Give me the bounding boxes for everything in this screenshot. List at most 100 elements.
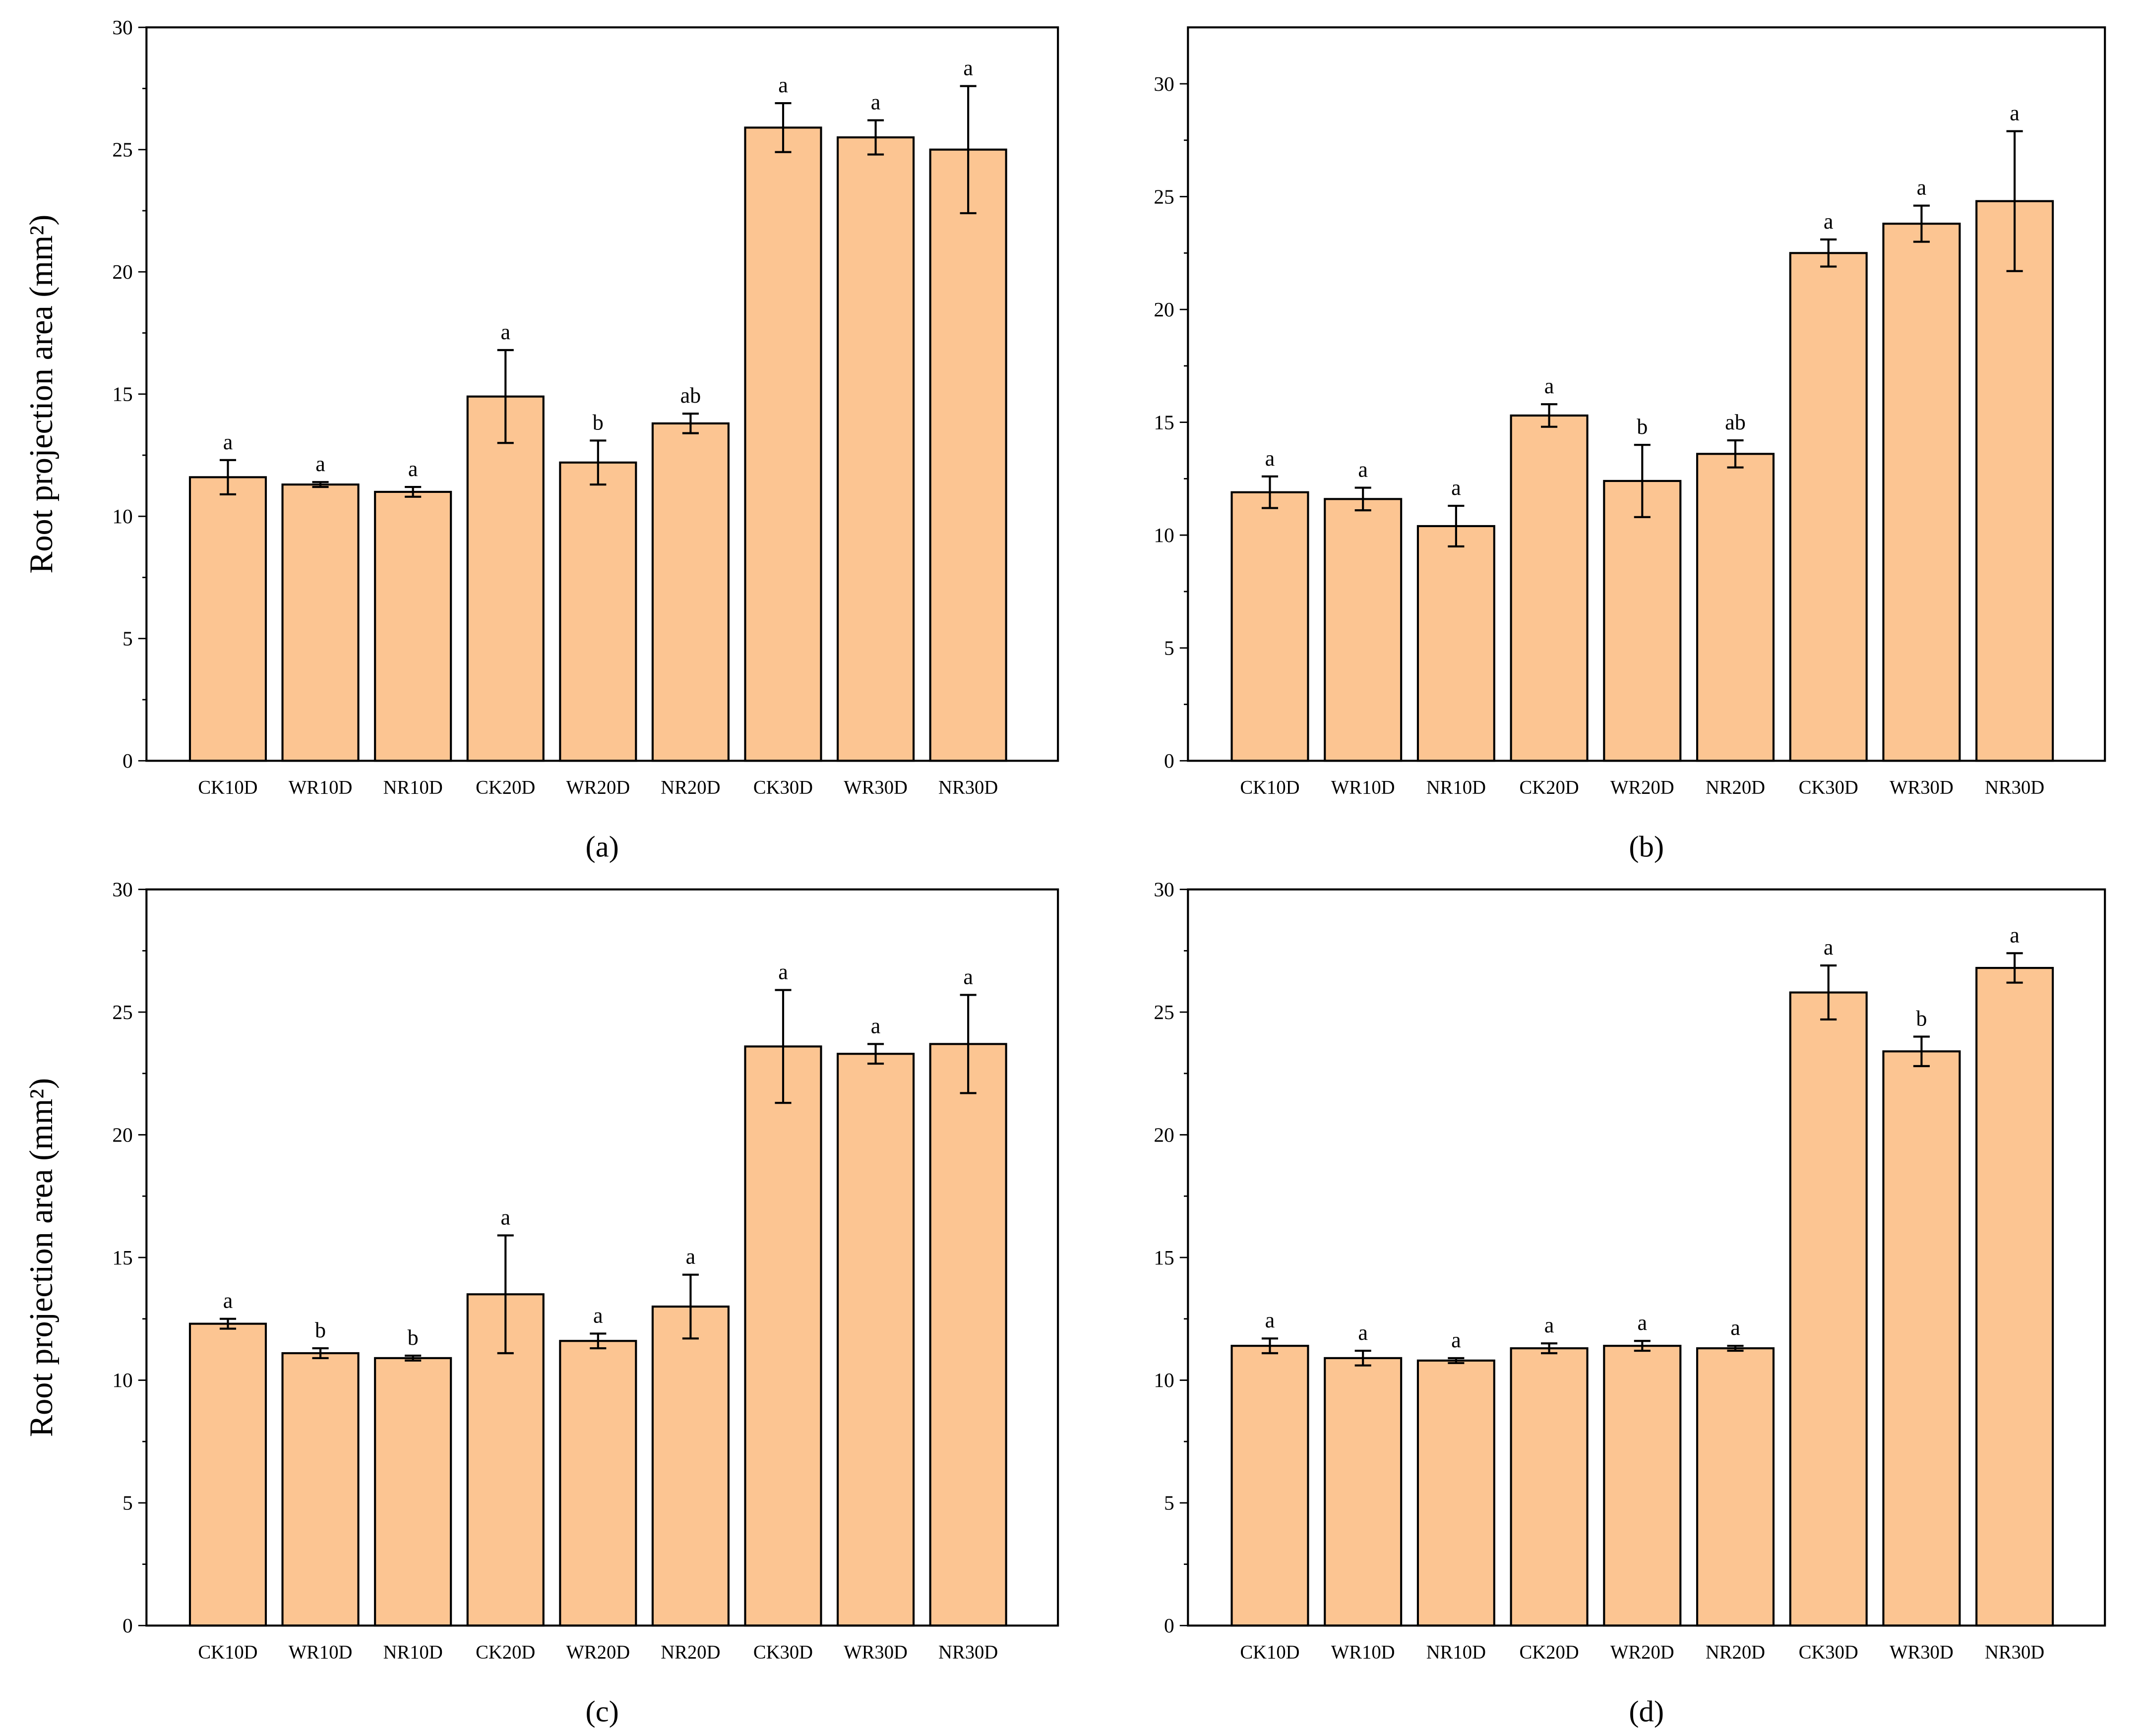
x-tick-label: NR30D [938, 1642, 998, 1663]
significance-letter: a [963, 56, 973, 80]
significance-letter: a [963, 964, 973, 989]
y-tick-label: 20 [1154, 1123, 1174, 1146]
plot-frame [145, 26, 1059, 762]
y-tick-label: 5 [1164, 1492, 1174, 1514]
bar [188, 476, 267, 762]
x-tick-label: CK30D [753, 1642, 813, 1663]
bar [281, 483, 360, 762]
bar [1230, 491, 1309, 762]
bar [837, 1053, 915, 1627]
panel-caption: (a) [586, 830, 619, 863]
bar [1416, 525, 1495, 762]
y-tick-label: 30 [1154, 72, 1174, 95]
y-tick-label: 15 [1154, 411, 1174, 433]
significance-letter: a [315, 452, 325, 476]
x-tick-label: WR10D [1331, 778, 1395, 798]
bar [744, 126, 822, 762]
bar [1324, 1357, 1403, 1627]
x-tick-label: NR20D [1706, 778, 1765, 798]
x-tick-label: NR20D [661, 778, 720, 798]
y-axis-label: Root projection area (mm²) [23, 215, 60, 574]
bar [1975, 966, 2054, 1627]
significance-letter: a [1637, 1311, 1647, 1335]
bar [1882, 223, 1961, 762]
bar [1230, 1345, 1309, 1627]
significance-letter: a [778, 960, 788, 984]
significance-letter: a [1358, 1320, 1368, 1345]
bar [281, 1352, 360, 1627]
x-tick-label: CK20D [476, 1642, 535, 1663]
bar [1416, 1359, 1495, 1627]
x-tick-label: WR20D [1610, 1642, 1674, 1663]
significance-letter: a [1730, 1316, 1740, 1340]
y-axis-label: Root projection area (mm²) [23, 1078, 60, 1437]
significance-letter: b [408, 1325, 419, 1350]
bar [1696, 453, 1775, 762]
y-tick-label: 25 [1154, 1001, 1174, 1023]
significance-letter: a [1451, 476, 1461, 500]
bar [929, 148, 1007, 762]
significance-letter: a [871, 1014, 881, 1038]
y-tick-label: 30 [1154, 878, 1174, 900]
significance-letter: a [1358, 458, 1368, 482]
panel-caption: (d) [1629, 1695, 1664, 1728]
significance-letter: a [223, 1289, 233, 1313]
x-tick-label: NR30D [1985, 778, 2044, 798]
significance-letter: a [500, 320, 510, 344]
y-tick-label: 0 [1164, 1614, 1174, 1637]
x-tick-label: CK10D [1240, 778, 1299, 798]
x-tick-label: CK30D [1799, 778, 1858, 798]
bar [1789, 991, 1868, 1627]
y-tick-label: 20 [112, 1123, 132, 1146]
significance-letter: a [2010, 923, 2020, 947]
bar [1882, 1050, 1961, 1627]
significance-letter: a [1824, 935, 1834, 959]
x-tick-label: NR10D [383, 1642, 443, 1663]
x-tick-label: CK20D [476, 778, 535, 798]
panel-caption: (c) [586, 1695, 619, 1728]
bar [466, 395, 545, 762]
significance-letter: a [1544, 1313, 1554, 1337]
bar [374, 1357, 452, 1627]
bar [1510, 414, 1589, 762]
bar [1324, 498, 1403, 762]
x-tick-label: NR20D [661, 1642, 720, 1663]
bar [1975, 200, 2054, 762]
x-tick-label: CK30D [1799, 1642, 1858, 1663]
significance-letter: a [408, 457, 418, 481]
y-tick-label: 25 [1154, 185, 1174, 208]
y-tick-label: 0 [123, 749, 133, 772]
bar [559, 1340, 637, 1627]
bar [651, 1305, 730, 1627]
x-tick-label: WR30D [1890, 778, 1954, 798]
significance-letter: a [593, 1303, 603, 1327]
significance-letter: a [871, 90, 881, 114]
x-tick-label: WR10D [1331, 1642, 1395, 1663]
bar [929, 1043, 1007, 1627]
y-tick-label: 10 [112, 1369, 132, 1391]
x-tick-label: NR10D [1426, 1642, 1486, 1663]
significance-letter: b [593, 410, 604, 434]
y-tick-label: 10 [1154, 524, 1174, 546]
x-tick-label: CK10D [198, 778, 257, 798]
significance-letter: a [500, 1205, 510, 1229]
significance-letter: ab [1725, 410, 1746, 434]
y-tick-label: 30 [112, 16, 132, 39]
x-tick-label: WR30D [1890, 1642, 1954, 1663]
significance-letter: a [1544, 374, 1554, 398]
y-tick-label: 5 [1164, 637, 1174, 659]
y-tick-label: 0 [123, 1614, 133, 1637]
significance-letter: a [1265, 1308, 1275, 1332]
bar [1510, 1347, 1589, 1627]
y-tick-label: 5 [123, 1492, 133, 1514]
y-tick-label: 20 [1154, 298, 1174, 321]
x-tick-label: NR30D [1985, 1642, 2044, 1663]
x-tick-label: CK20D [1519, 1642, 1579, 1663]
bar [651, 422, 730, 762]
significance-letter: ab [680, 383, 701, 408]
y-tick-label: 20 [112, 260, 132, 283]
x-tick-label: WR20D [566, 778, 630, 798]
significance-letter: a [1265, 446, 1275, 471]
bar [188, 1322, 267, 1627]
